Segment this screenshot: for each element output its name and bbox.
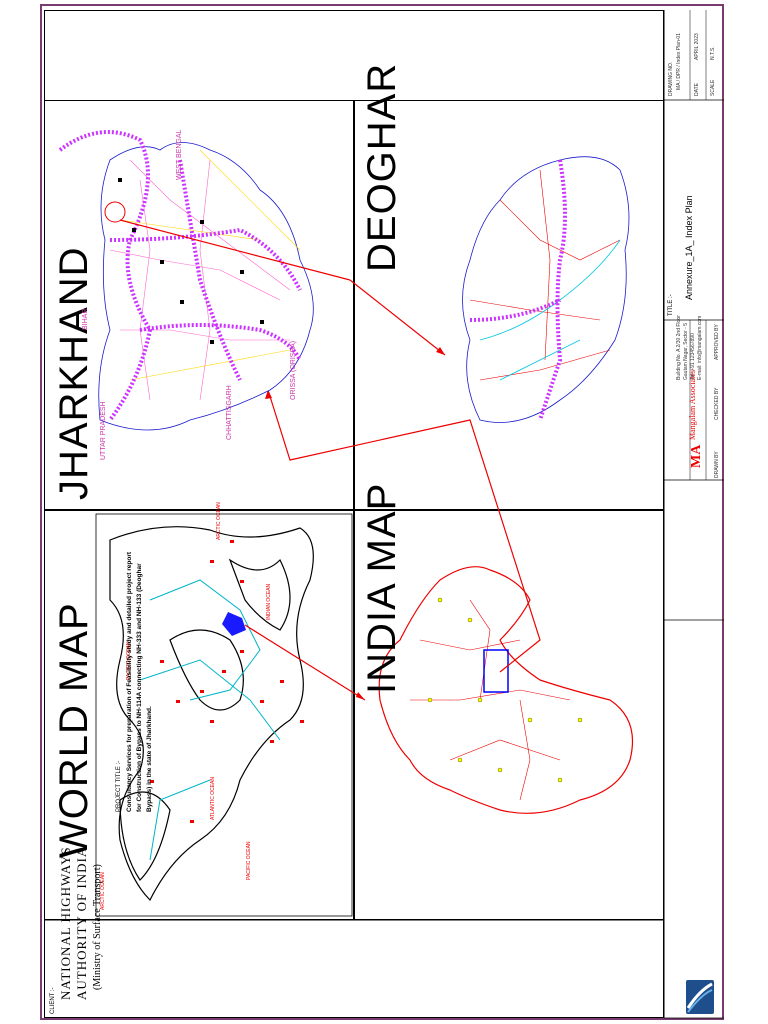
state-label: ORISSA (ORISSA) — [290, 340, 297, 400]
drawing-no-value: MA / DPR / Index Plan-01 — [676, 33, 682, 90]
signature-label: DRAWN BY — [714, 451, 720, 478]
state-label: UTTAR PRADESH — [100, 401, 107, 460]
client-org-line2: AUTHORITY OF INDIA — [74, 846, 89, 1000]
india-map-title: INDIA MAP — [360, 482, 404, 694]
project-label: PROJECT TITLE :- — [116, 760, 122, 812]
consultant-address: E-mail: info@mangalam.com — [697, 315, 703, 380]
drawing-scale-value: N.T.S. — [710, 46, 716, 60]
title-value: Annexure_1A_ Index Plan — [684, 195, 694, 300]
drawing-scale-label: SCALE — [710, 79, 716, 96]
consultant-address: Gautam Nagar, Sector - 5 — [683, 323, 689, 380]
drawing-no-label: DRAWING NO. — [668, 61, 674, 96]
deoghar-map-title: DEOGHAR — [360, 62, 404, 272]
state-label: WEST BENGAL — [176, 129, 183, 180]
consultant-name: Mangalam Associates — [688, 370, 697, 440]
state-label: CHHATTISGARH — [226, 385, 233, 440]
project-line1: Consultancy Services for preparation of … — [126, 551, 133, 812]
title-label: TITLE :- — [668, 294, 674, 316]
signature-label: APPROVED BY — [714, 324, 720, 360]
jharkhand-map-title: JHARKHAND — [52, 246, 96, 500]
svg-text:MA: MA — [689, 444, 704, 468]
consultant-address: Tel: +91 1234567890 — [690, 333, 696, 380]
client-label: CLIENT :- — [50, 987, 56, 1014]
drawing-date-label: DATE — [694, 83, 700, 96]
project-line3: Bypass) in the state of Jharkhand. — [146, 706, 153, 812]
drawing-sheet — [40, 4, 724, 1020]
client-org-line1: NATIONAL HIGHWAYS — [58, 846, 73, 1000]
project-line2: for Construction of Bypass to NH-114A co… — [136, 563, 143, 812]
state-label: BIHAR — [82, 308, 89, 330]
world-label: PACIFIC OCEAN — [246, 841, 252, 880]
world-label: ARCTIC OCEAN — [216, 502, 222, 540]
world-label: ATLANTIC OCEAN — [210, 777, 216, 820]
consultant-logo: MA — [689, 444, 704, 468]
client-org-line3: (Ministry of Surface Transport) — [92, 864, 103, 990]
drawing-date-value: APRIL 2023 — [694, 33, 700, 60]
world-map-title: WORLD MAP — [52, 602, 96, 858]
world-label: INDIAN OCEAN — [266, 583, 272, 620]
signature-label: CHECKED BY — [714, 387, 720, 420]
nhai-logo — [686, 980, 714, 1014]
consultant-address: Building No. A 2/30 2nd Floor — [676, 315, 682, 380]
